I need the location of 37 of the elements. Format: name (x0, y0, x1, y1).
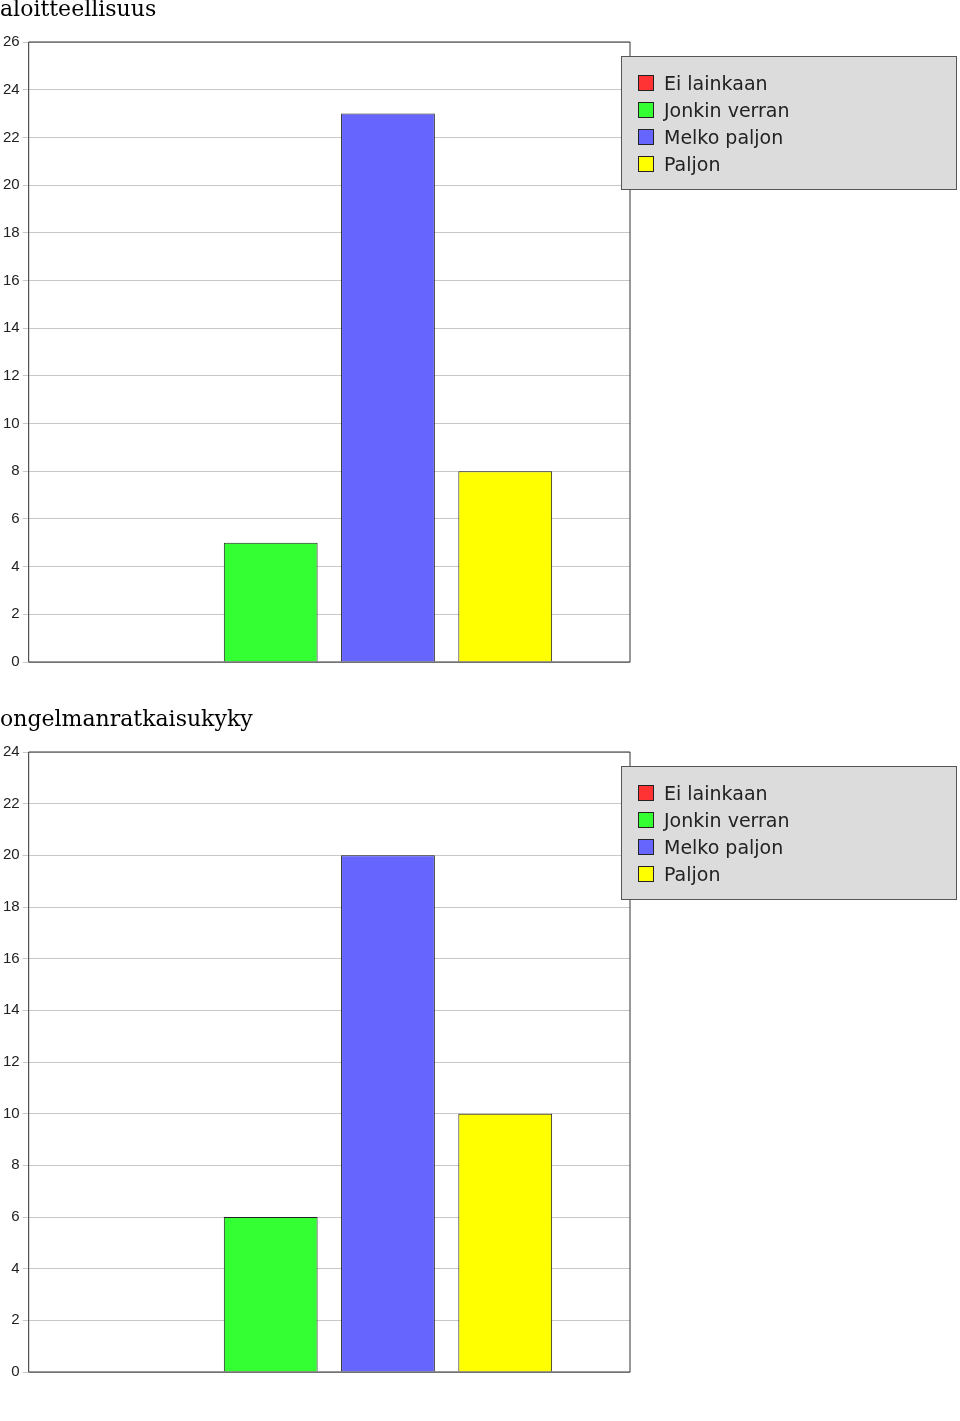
y-tick-label: 4 (11, 556, 20, 574)
legend-label: Melko paljon (664, 125, 784, 148)
y-tick-label: 18 (3, 897, 20, 915)
y-tick-label: 16 (3, 270, 20, 288)
y-tick-label: 16 (3, 948, 20, 966)
y-tick-label: 2 (11, 1310, 20, 1328)
y-tick-label: 24 (3, 79, 20, 97)
y-tick-label: 0 (11, 1362, 20, 1380)
legend-label: Ei lainkaan (664, 781, 768, 804)
y-tick-label: 22 (3, 127, 20, 145)
y-tick-label: 20 (3, 175, 20, 193)
chart-title: aloitteellisuus (0, 0, 157, 21)
y-tick-label: 8 (11, 461, 20, 479)
y-tick-label: 14 (3, 1000, 20, 1018)
chart-title: ongelmanratkaisukyky (0, 706, 253, 731)
y-tick-label: 10 (3, 413, 20, 431)
y-tick-label: 0 (11, 652, 20, 670)
y-tick-label: 12 (3, 365, 20, 383)
legend-label: Ei lainkaan (664, 71, 768, 94)
y-tick-label: 14 (3, 318, 20, 336)
legend-label: Paljon (664, 152, 721, 175)
y-tick-label: 6 (11, 1207, 20, 1225)
y-tick-label: 6 (11, 509, 20, 527)
y-tick-label: 18 (3, 222, 20, 240)
legend-label: Jonkin verran (664, 98, 790, 121)
y-tick-label: 24 (3, 742, 20, 760)
y-tick-label: 20 (3, 845, 20, 863)
y-tick-label: 26 (3, 32, 20, 50)
y-tick-label: 4 (11, 1258, 20, 1276)
legend-label: Paljon (664, 862, 721, 885)
y-tick-label: 22 (3, 793, 20, 811)
legend-label: Melko paljon (664, 835, 784, 858)
legend-label: Jonkin verran (664, 808, 790, 831)
y-tick-label: 8 (11, 1155, 20, 1173)
y-tick-label: 2 (11, 604, 20, 622)
y-tick-label: 12 (3, 1052, 20, 1070)
y-tick-label: 10 (3, 1103, 20, 1121)
